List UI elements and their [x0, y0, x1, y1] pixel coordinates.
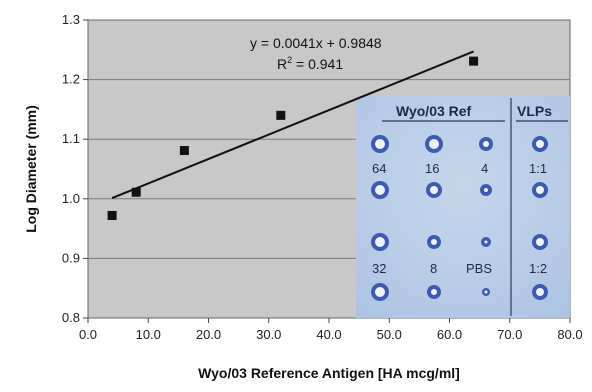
well-4-3 [482, 288, 490, 296]
well-label-16: 16 [425, 161, 439, 176]
x-tick-label: 0.0 [79, 327, 97, 342]
well-1-3 [479, 137, 493, 151]
x-axis-ticks: 0.0 10.0 20.0 30.0 40.0 50.0 60.0 70.0 80.0 [79, 318, 583, 342]
y-axis-title: Log Diameter (mm) [23, 105, 39, 233]
x-tick-label: 70.0 [497, 327, 522, 342]
data-marks [107, 50, 479, 220]
well-4-2 [427, 285, 441, 299]
x-tick-label: 40.0 [316, 327, 341, 342]
well-4-1 [371, 283, 389, 301]
trendline [111, 50, 474, 200]
trendline-equation: y = 0.0041x + 0.9848 [250, 35, 382, 51]
well-label-4: 4 [481, 161, 488, 176]
well-3-2 [427, 235, 441, 249]
well-2-3 [480, 184, 492, 196]
well-3-1 [371, 233, 389, 251]
x-tick-label: 80.0 [557, 327, 582, 342]
data-point-5 [469, 56, 479, 66]
inset-image: Wyo/03 Ref VLPs 64 16 4 1:1 32 8 PBS 1:2 [356, 96, 570, 318]
well-label-1-1: 1:1 [529, 161, 547, 176]
y-tick-label: 1.3 [62, 12, 80, 27]
data-point-1 [107, 210, 117, 220]
well-2-4 [532, 182, 548, 198]
y-tick-label: 0.9 [62, 250, 80, 265]
well-1-4 [532, 136, 548, 152]
y-tick-label: 0.8 [62, 310, 80, 325]
y-tick-label: 1.0 [62, 191, 80, 206]
well-label-8: 8 [430, 261, 437, 276]
x-tick-label: 20.0 [196, 327, 221, 342]
well-3-4 [532, 234, 548, 250]
r-squared-label: R2 = 0.941 [277, 55, 343, 72]
y-tick-label: 1.1 [62, 131, 80, 146]
x-tick-label: 30.0 [256, 327, 281, 342]
x-tick-label: 10.0 [136, 327, 161, 342]
y-axis-ticks: 0.8 0.9 1.0 1.1 1.2 1.3 [62, 12, 88, 325]
data-point-4 [276, 110, 286, 120]
inset-wells [371, 135, 548, 301]
x-tick-label: 50.0 [377, 327, 402, 342]
well-label-32: 32 [372, 261, 386, 276]
well-4-4 [532, 284, 548, 300]
data-point-2 [131, 187, 141, 197]
well-2-1 [371, 181, 389, 199]
inset-header-ref: Wyo/03 Ref [396, 103, 472, 119]
well-3-3 [481, 237, 491, 247]
well-label-1-2: 1:2 [529, 261, 547, 276]
well-2-2 [426, 182, 442, 198]
x-tick-label: 60.0 [437, 327, 462, 342]
well-label-64: 64 [372, 161, 386, 176]
well-1-1 [371, 135, 389, 153]
well-1-2 [425, 135, 443, 153]
x-axis-title: Wyo/03 Reference Antigen [HA mcg/ml] [198, 365, 460, 381]
well-label-pbs: PBS [466, 261, 492, 276]
y-tick-label: 1.2 [62, 72, 80, 87]
data-point-3 [179, 146, 189, 156]
inset-header-vlp: VLPs [517, 103, 552, 119]
